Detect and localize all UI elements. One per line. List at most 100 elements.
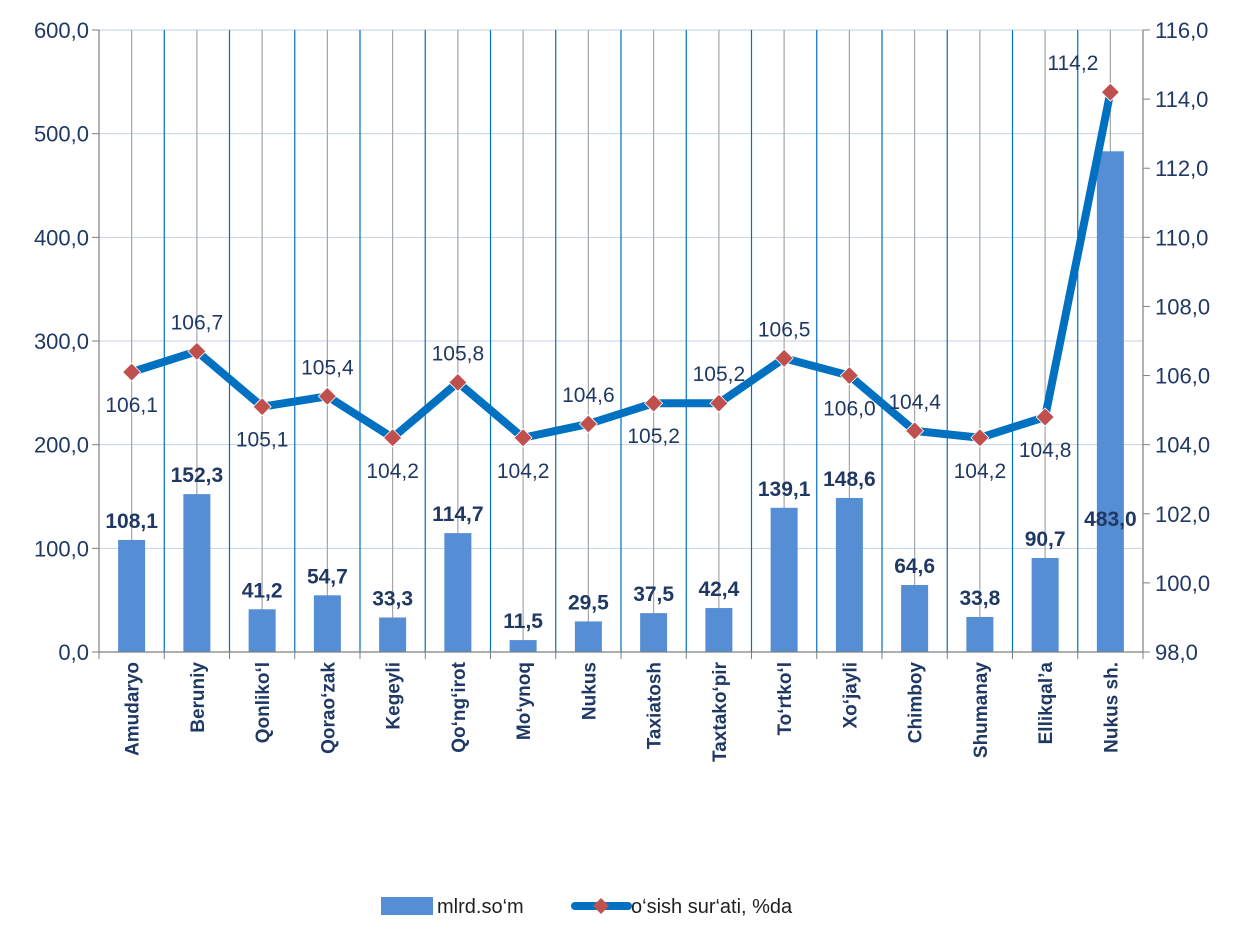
bar <box>248 609 276 652</box>
right-tick-label: 116,0 <box>1155 18 1208 43</box>
category-label: Nukus <box>579 662 600 720</box>
line-value-label: 106,1 <box>105 394 158 417</box>
category-label: To‘rtko‘l <box>775 662 796 736</box>
bar <box>966 616 994 652</box>
bar-value-label: 54,7 <box>307 565 348 588</box>
right-tick-label: 112,0 <box>1155 156 1208 181</box>
category-label: Qonliko‘l <box>253 662 274 743</box>
right-tick-label: 102,0 <box>1155 502 1210 527</box>
line-value-label: 105,8 <box>432 342 485 365</box>
growth-line <box>127 88 1115 442</box>
left-tick-label: 200,0 <box>34 433 89 458</box>
category-label: Shumanay <box>971 662 992 759</box>
line-marker <box>187 341 207 361</box>
line-value-label: 106,5 <box>758 318 811 341</box>
line-value-label: 114,2 <box>1047 52 1098 75</box>
left-tick-label: 300,0 <box>34 329 89 354</box>
bar-value-label: 90,7 <box>1025 528 1066 551</box>
bar-value-label: 11,5 <box>503 610 543 633</box>
category-label: Qo‘ng‘irot <box>449 661 470 752</box>
line-value-label: 105,2 <box>693 363 746 386</box>
category-label: Kegeyli <box>384 662 405 730</box>
line-value-label: 105,1 <box>236 429 289 452</box>
bar <box>444 533 472 652</box>
gridlines <box>99 29 1143 652</box>
left-tick-label: 600,0 <box>34 18 89 43</box>
bar <box>705 608 733 652</box>
bar-value-label: 152,3 <box>171 464 224 487</box>
legend-line-label: o‘sish sur‘ati, %da <box>631 896 793 918</box>
legend-bar-swatch <box>381 897 433 915</box>
line-marker <box>122 362 142 382</box>
right-tick-label: 110,0 <box>1155 225 1208 250</box>
line-marker <box>774 348 794 368</box>
line-value-label: 104,2 <box>954 460 1007 483</box>
line-value-label: 104,2 <box>497 460 550 483</box>
bar-value-label: 41,2 <box>242 579 283 602</box>
bar-value-label: 139,1 <box>758 478 811 501</box>
bar <box>901 585 929 652</box>
line-marker <box>1100 82 1120 102</box>
bar <box>183 494 211 652</box>
bar-value-label: 148,6 <box>823 468 876 491</box>
bar-value-label: 483,0 <box>1084 508 1137 531</box>
line-series <box>122 82 1120 448</box>
bar <box>379 617 407 652</box>
data-labels: 108,1 152,3 41,2 54,7 33,3 114,7 11,5 29,5 37,5 4… <box>105 52 1136 633</box>
category-label: Beruniy <box>188 662 209 733</box>
bar <box>770 507 798 652</box>
line-value-label: 104,6 <box>562 384 615 407</box>
legend-bar-label: mlrd.so‘m <box>437 896 524 918</box>
line-marker <box>644 393 664 413</box>
bar-value-label: 33,3 <box>372 587 413 610</box>
line-value-label: 106,7 <box>171 311 224 334</box>
left-tick-label: 400,0 <box>34 225 89 250</box>
bar-value-label: 37,5 <box>633 583 674 606</box>
category-label: Nukus sh. <box>1101 662 1122 753</box>
bar-value-label: 29,5 <box>568 591 609 614</box>
line-marker <box>905 421 925 441</box>
legend: mlrd.so‘m o‘sish sur‘ati, %da <box>381 896 793 918</box>
line-marker <box>317 386 337 406</box>
bar <box>574 621 602 652</box>
line-marker <box>448 372 468 393</box>
line-marker <box>1035 407 1055 427</box>
right-tick-label: 98,0 <box>1155 640 1198 665</box>
category-label: Mo‘ynoq <box>514 662 535 740</box>
category-label: Taxiatosh <box>645 662 666 749</box>
line-value-label: 105,4 <box>301 356 354 379</box>
line-value-label: 105,2 <box>627 425 680 448</box>
category-label: Xo‘jayli <box>840 662 861 729</box>
right-tick-label: 104,0 <box>1155 433 1210 458</box>
line-marker <box>839 365 859 386</box>
bar <box>835 497 863 652</box>
bar <box>509 640 537 652</box>
bar <box>313 595 341 652</box>
right-tick-label: 106,0 <box>1155 364 1210 389</box>
left-tick-label: 500,0 <box>34 122 89 147</box>
bar-value-label: 42,4 <box>698 578 739 601</box>
line-marker <box>252 397 272 417</box>
line-marker <box>709 393 729 413</box>
category-label: Taxtako‘pir <box>710 661 731 762</box>
line-marker <box>970 428 990 448</box>
left-tick-label: 100,0 <box>34 536 89 561</box>
line-marker <box>513 428 533 448</box>
category-label: Ellikqal’a <box>1036 662 1057 745</box>
axes: 0,0 100,0 200,0 300,0 400,0 500,0 600,0 98,0 100… <box>34 18 1210 762</box>
right-tick-label: 114,0 <box>1155 87 1208 112</box>
line-value-label: 104,8 <box>1019 439 1072 462</box>
line-marker <box>578 414 598 434</box>
left-tick-label: 0,0 <box>58 640 89 665</box>
right-tick-label: 100,0 <box>1155 571 1210 596</box>
category-label: Qorao‘zak <box>318 662 339 754</box>
bar-value-label: 33,8 <box>959 587 1000 610</box>
category-label: Chimboy <box>906 662 927 744</box>
bar-series <box>118 151 1124 653</box>
line-value-label: 106,0 <box>823 398 876 421</box>
bar-value-label: 108,1 <box>105 510 158 533</box>
bar-value-label: 64,6 <box>894 555 935 578</box>
line-value-label: 104,4 <box>888 391 941 414</box>
bar-value-label: 114,7 <box>432 503 483 526</box>
